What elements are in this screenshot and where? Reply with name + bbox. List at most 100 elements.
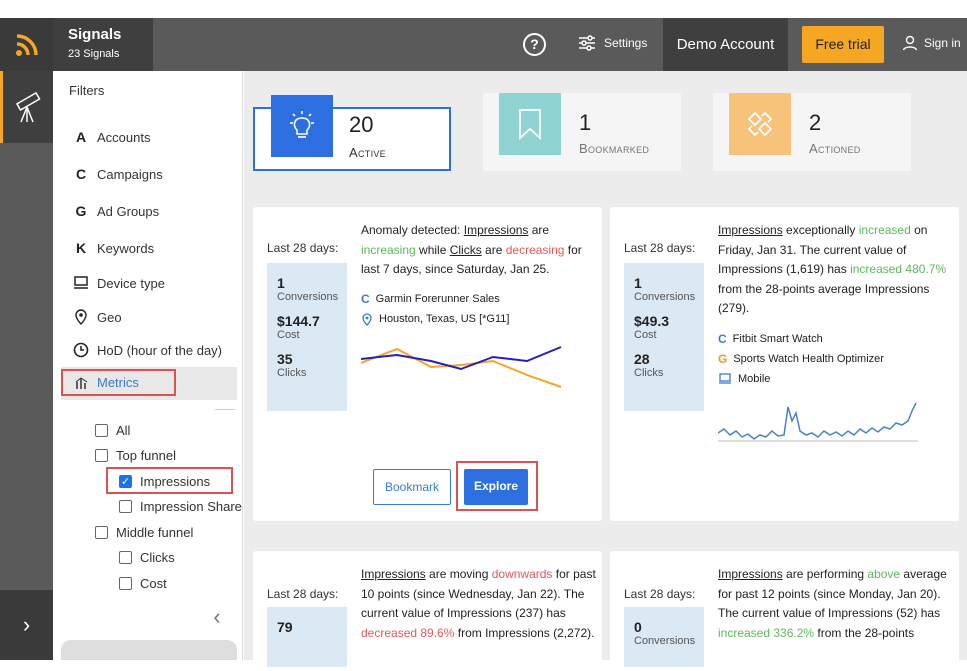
stat-number: 1	[579, 110, 592, 135]
adgroup-icon: G	[718, 352, 728, 366]
checkbox-label: Middle funnel	[116, 525, 194, 540]
bookmark-button[interactable]: Bookmark	[373, 469, 451, 505]
campaign-tag: C Fitbit Smart Watch	[718, 329, 884, 349]
desc-trend-up: increasing	[361, 242, 416, 257]
period-label: Last 28 days:	[624, 241, 696, 255]
campaign-icon: C	[718, 332, 727, 346]
clicks-value: 28	[634, 351, 650, 367]
geo-tag: Houston, Texas, US [*G11]	[361, 309, 509, 329]
filter-metrics[interactable]: Metrics	[61, 369, 176, 396]
filter-device-type[interactable]: Device type	[73, 271, 165, 295]
checkbox-impression-share[interactable]: Impression Share	[119, 499, 242, 514]
telescope-icon[interactable]	[0, 71, 53, 143]
desc-trend-down: decreasing	[505, 242, 565, 257]
metrics-summary: 0 Conversions	[624, 607, 704, 667]
ad-groups-icon: G	[75, 203, 87, 219]
impressions-highlight	[106, 467, 233, 494]
cost-label: Cost	[634, 329, 657, 341]
expand-rail-icon[interactable]: ›	[0, 590, 53, 660]
checkbox-label: Clicks	[140, 550, 175, 565]
checkbox-all[interactable]: All	[95, 423, 130, 438]
desc-metric[interactable]: Impressions	[718, 567, 783, 581]
stat-active[interactable]: 20 Active	[253, 95, 451, 171]
filter-ad-groups[interactable]: G Ad Groups	[73, 199, 160, 223]
tag-label: Mobile	[738, 373, 771, 385]
desc-metric[interactable]: Impressions	[718, 223, 783, 237]
checkbox-middle-funnel[interactable]: Middle funnel	[95, 525, 193, 540]
free-trial-button[interactable]: Free trial	[802, 26, 884, 63]
stat-number: 2	[809, 110, 822, 135]
filter-accounts[interactable]: A Accounts	[73, 125, 151, 149]
checkbox-box[interactable]	[119, 551, 132, 564]
period-label: Last 28 days:	[267, 587, 339, 601]
desc-text: are	[528, 223, 550, 237]
signal-card: Last 28 days: 1 Conversions $49.3 Cost 2…	[610, 207, 959, 521]
checkbox-cost[interactable]: Cost	[119, 576, 167, 591]
settings-button[interactable]: Settings	[578, 35, 647, 51]
desc-text: from the 28-points	[814, 625, 915, 640]
desc-metric[interactable]: Impressions	[361, 567, 426, 581]
signal-tags: C Fitbit Smart Watch G Sports Watch Health…	[718, 329, 884, 389]
checkbox-box[interactable]	[119, 577, 132, 590]
adgroup-tag: G Sports Watch Health Optimizer	[718, 349, 884, 369]
signal-tags: C Garmin Forerunner Sales Houston, Texas,…	[361, 289, 509, 329]
filters-title: Filters	[69, 83, 105, 98]
conversions-value: 79	[277, 619, 293, 635]
desc-metric[interactable]: Clicks	[449, 242, 482, 257]
rss-logo-icon[interactable]	[0, 18, 53, 71]
filter-keywords[interactable]: K Keywords	[73, 236, 154, 260]
checkbox-top-funnel[interactable]: Top funnel	[95, 448, 176, 463]
checkbox-label: Top funnel	[116, 448, 176, 463]
desc-text: exceptionally	[782, 223, 859, 237]
filter-hod[interactable]: HoD (hour of the day)	[73, 338, 222, 362]
trend-sparkline	[718, 402, 918, 442]
lightbulb-icon	[271, 95, 333, 157]
desc-metric[interactable]: Impressions	[463, 223, 529, 237]
help-icon[interactable]: ?	[523, 33, 546, 56]
checkbox-box[interactable]	[95, 526, 108, 539]
user-icon	[902, 35, 918, 51]
actioned-icon	[729, 93, 791, 155]
desc-text: average for past 12 points (since Monday…	[718, 567, 947, 620]
desc-text: are	[481, 242, 506, 257]
signin-button[interactable]: Sign in	[902, 35, 961, 51]
filter-campaigns[interactable]: C Campaigns	[73, 162, 163, 186]
filter-geo[interactable]: Geo	[73, 305, 122, 329]
filter-label: Device type	[97, 275, 165, 291]
signal-description: Impressions exceptionally increased on F…	[718, 221, 953, 319]
signal-count: 23 Signals	[68, 48, 120, 60]
tag-label: Sports Watch Health Optimizer	[733, 353, 884, 365]
checkbox-box[interactable]	[119, 500, 132, 513]
pin-icon	[362, 313, 372, 326]
signal-description: Anomaly detected: Impressions are increa…	[361, 221, 596, 280]
cost-value: $49.3	[634, 313, 670, 329]
checkbox-label: Impression Share	[140, 499, 242, 514]
filter-label: Campaigns	[97, 166, 163, 182]
desc-text: from the 28-points average Impressions (…	[718, 281, 930, 316]
clicks-label: Clicks	[634, 367, 664, 379]
period-label: Last 28 days:	[624, 587, 696, 601]
tag-label: Houston, Texas, US [*G11]	[379, 313, 510, 325]
explore-button[interactable]: Explore	[464, 469, 528, 505]
signal-description: Impressions are moving downwards for pas…	[361, 565, 596, 643]
stat-actioned[interactable]: 2 Actioned	[713, 93, 911, 171]
scrollbar[interactable]	[61, 640, 237, 660]
clicks-label: Clicks	[277, 367, 307, 379]
sliders-icon	[579, 35, 595, 51]
device-icon	[74, 276, 88, 289]
checkbox-box[interactable]	[95, 449, 108, 462]
cost-value: $144.7	[277, 313, 320, 329]
checkbox-impressions[interactable]: ✓ Impressions	[119, 474, 210, 489]
stat-bookmarked[interactable]: 1 Bookmarked	[483, 93, 681, 171]
checkbox-box[interactable]	[95, 424, 108, 437]
conversions-value: 0	[634, 619, 642, 635]
checkbox-clicks[interactable]: Clicks	[119, 550, 175, 565]
conversions-value: 1	[634, 275, 642, 291]
check-icon[interactable]: ✓	[119, 475, 132, 488]
stat-number: 20	[349, 112, 374, 137]
desc-text: on Friday, Jan 31. The current value of …	[718, 223, 928, 276]
account-button[interactable]: Demo Account	[663, 18, 788, 71]
signal-card: Last 28 days: 79 Impressions are moving …	[253, 551, 602, 671]
divider	[215, 409, 235, 410]
collapse-panel-icon[interactable]: ‹	[213, 604, 221, 629]
